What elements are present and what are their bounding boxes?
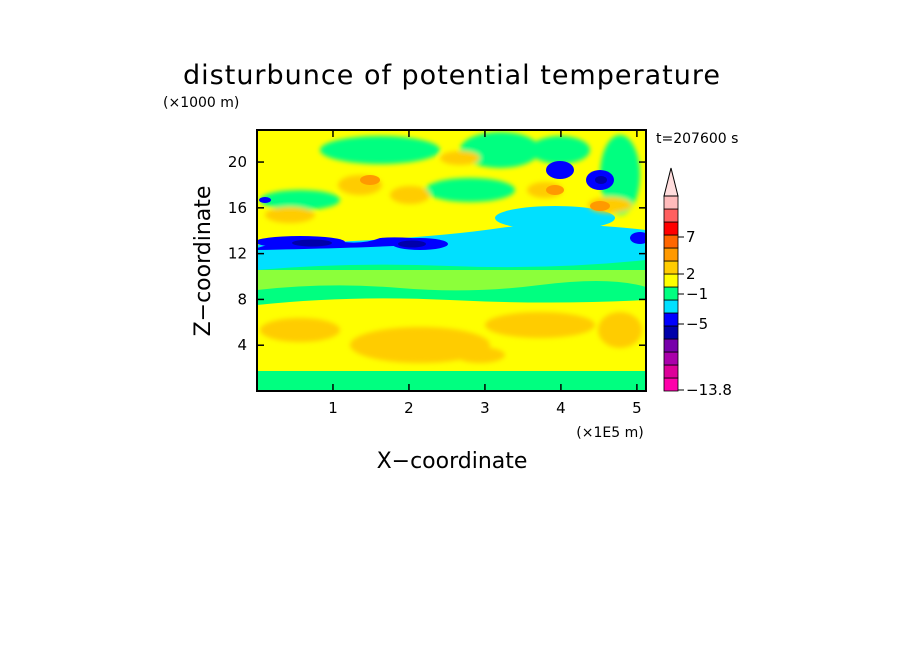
y-tick-label: 16	[228, 199, 247, 217]
colorbar-label: −5	[686, 315, 708, 333]
colorbar-swatch	[663, 208, 679, 223]
x-tick-label: 3	[480, 399, 490, 417]
x-axis-label: X−coordinate	[377, 449, 528, 474]
colorbar-swatch	[663, 195, 679, 210]
colorbar-label: 7	[686, 228, 696, 246]
colorbar-swatch	[663, 364, 679, 379]
colorbar-swatch	[663, 247, 679, 262]
x-tick-label: 4	[556, 399, 566, 417]
y-tick-label: 8	[237, 290, 247, 308]
chart-title: disturbunce of potential temperature	[183, 60, 721, 91]
y-axis: 4 8 12 16 20 Z−coordinate	[191, 153, 646, 354]
colorbar-swatch	[663, 260, 679, 275]
colorbar-swatch	[663, 338, 679, 353]
x-axis: 1 2 3 4 5 (×1E5 m) X−coordinate	[328, 130, 644, 474]
y-tick-label: 4	[237, 336, 247, 354]
colorbar-swatch	[663, 325, 679, 340]
colorbar-swatch	[663, 234, 679, 249]
x-tick-label: 5	[632, 399, 642, 417]
y-axis-label: Z−coordinate	[191, 186, 216, 337]
colorbar-label: −1	[686, 285, 708, 303]
colorbar-swatch	[663, 351, 679, 366]
plot-frame	[256, 129, 647, 392]
colorbar-label: −13.8	[686, 381, 732, 399]
colorbar: 7 2 −1 −5 −13.8	[663, 167, 732, 399]
x-tick-label: 1	[328, 399, 338, 417]
colorbar-swatch	[663, 299, 679, 314]
x-unit-label: (×1E5 m)	[576, 425, 643, 441]
colorbar-swatch	[663, 273, 679, 288]
y-unit-label: (×1000 m)	[163, 95, 239, 111]
colorbar-label: 2	[686, 265, 696, 283]
time-label: t=207600 s	[656, 131, 738, 147]
colorbar-swatch	[663, 377, 679, 392]
colorbar-swatch	[663, 221, 679, 236]
colorbar-swatch	[663, 312, 679, 327]
y-tick-label: 20	[228, 153, 247, 171]
contour-field	[257, 130, 646, 391]
y-tick-label: 12	[228, 245, 247, 263]
colorbar-swatch	[663, 286, 679, 301]
colorbar-extend-arrow	[663, 167, 679, 197]
x-tick-label: 2	[404, 399, 414, 417]
